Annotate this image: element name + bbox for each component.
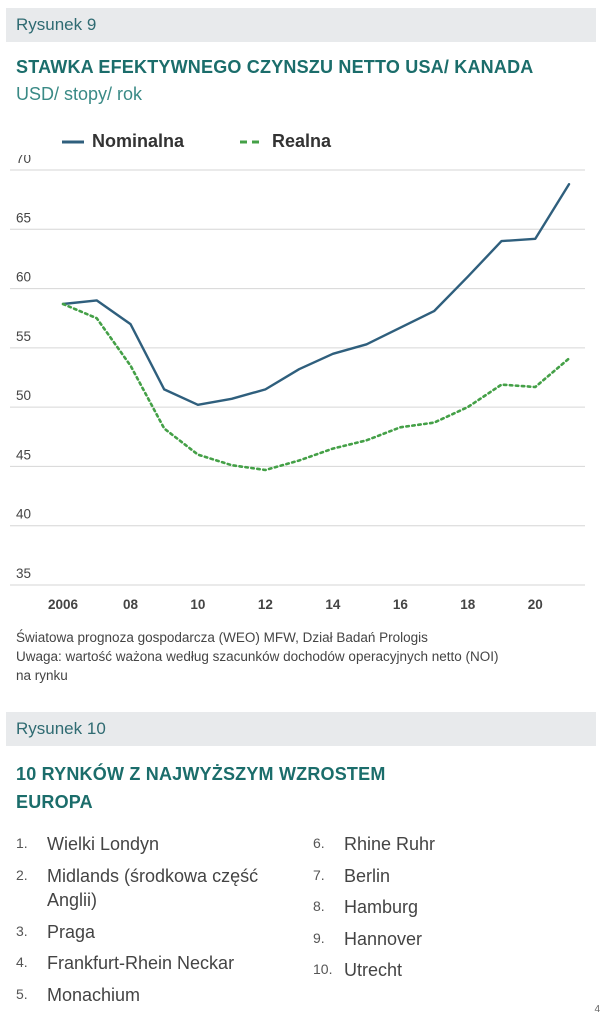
x-tick-label-10: 10	[190, 597, 205, 612]
x-tick-label-20: 20	[528, 597, 543, 612]
source-line-2: Uwaga: wartość ważona według szacunków d…	[16, 649, 499, 664]
chart-subtitle: USD/ stopy/ rok	[16, 84, 143, 104]
list-item-number: 7.	[313, 866, 325, 883]
y-tick-label-45: 45	[16, 447, 31, 462]
list-item-number: 5.	[16, 985, 28, 1002]
line-chart: 35 40 45 50 55 60 65 70 2006 08 10 12 14 16 18 20	[10, 155, 585, 612]
list-item-label: Wielki Londyn	[47, 834, 160, 854]
list-item-label: Frankfurt-Rhein Neckar	[47, 953, 235, 973]
list-item-label: Rhine Ruhr	[344, 834, 436, 854]
chart-title: STAWKA EFEKTYWNEGO CZYNSZU NETTO USA/ KA…	[16, 57, 534, 77]
list-item-number: 9.	[313, 929, 325, 946]
list-item-number: 4.	[16, 954, 28, 970]
figure-label: Rysunek 9	[16, 15, 97, 34]
x-tick-label-08: 08	[123, 597, 139, 612]
list-item-number: 8.	[313, 898, 325, 914]
x-tick-label-14: 14	[325, 597, 341, 612]
y-tick-label-70: 70	[16, 155, 31, 166]
source-line-3: na rynku	[16, 668, 68, 683]
series-line-nominalna	[61, 183, 571, 407]
list-item-label: Hamburg	[344, 897, 419, 917]
page-number: 4	[594, 1004, 600, 1015]
list-item-label: Praga	[47, 921, 96, 942]
list-item-label: Utrecht	[344, 960, 403, 980]
list-item-label: Midlands (środkowa część Anglii)	[47, 865, 259, 910]
y-tick-label-55: 55	[16, 329, 31, 344]
x-tick-label-2006: 2006	[48, 597, 79, 612]
list-item-number: 6.	[313, 835, 325, 851]
legend-nominal-swatch	[62, 140, 84, 144]
y-tick-labels: 35 40 45 50 55 60 65 70	[16, 155, 31, 581]
figure10-title-line2: EUROPA	[16, 792, 93, 812]
figure10-label-bar: Rysunek 10	[6, 712, 596, 746]
x-tick-label-12: 12	[258, 597, 273, 612]
x-tick-label-18: 18	[460, 597, 476, 612]
list-item-label: Hannover	[344, 928, 423, 949]
series-line-realna	[61, 302, 571, 472]
list-item-label: Monachium	[47, 984, 141, 1005]
y-tick-label-50: 50	[16, 388, 31, 403]
legend-nominal-label: Nominalna	[92, 131, 185, 151]
figure-label-bar: Rysunek 9	[6, 8, 596, 42]
y-tick-label-60: 60	[16, 270, 31, 285]
y-tick-label-65: 65	[16, 210, 31, 225]
y-tick-label-35: 35	[16, 566, 31, 581]
series-layer	[61, 183, 571, 472]
legend-real-label: Realna	[272, 131, 332, 151]
chart-source: Światowa prognoza gospodarcza (WEO) MFW,…	[16, 628, 596, 685]
x-tick-label-16: 16	[393, 597, 409, 612]
grid-layer	[10, 169, 585, 586]
legend-real-swatch	[240, 140, 264, 144]
list-item-number: 3.	[16, 922, 28, 939]
figure10-title-line1: 10 RYNKÓW Z NAJWYŻSZYM WZROSTEM	[16, 764, 386, 784]
y-tick-label-40: 40	[16, 507, 31, 522]
figure10-label: Rysunek 10	[16, 719, 106, 738]
list-item-number: 2.	[16, 866, 28, 883]
list-item-number: 10.	[313, 961, 333, 977]
list-item-number: 1.	[16, 835, 28, 851]
x-tick-labels: 2006 08 10 12 14 16 18 20	[48, 597, 543, 612]
source-line-1: Światowa prognoza gospodarcza (WEO) MFW,…	[16, 630, 428, 645]
list-item-label: Berlin	[344, 865, 391, 886]
